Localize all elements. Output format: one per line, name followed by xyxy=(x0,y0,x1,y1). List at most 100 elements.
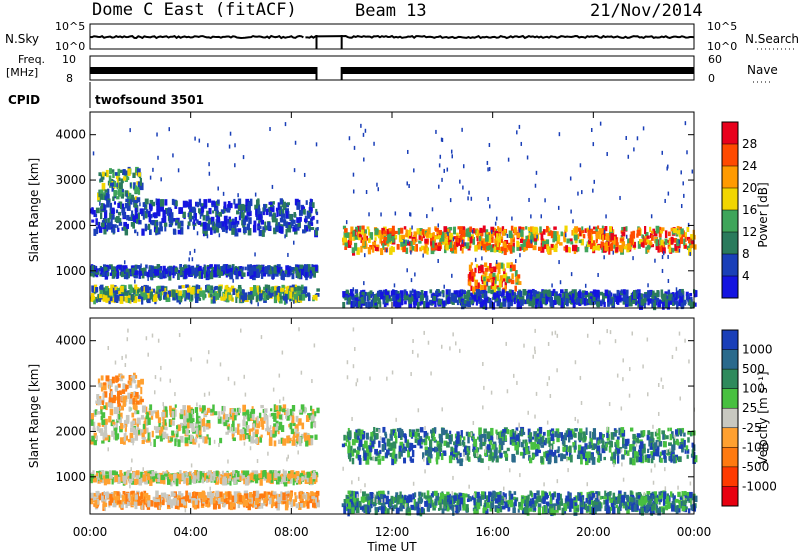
heatmap-cell xyxy=(124,265,128,269)
heatmap-cell xyxy=(404,300,407,305)
heatmap-cell xyxy=(183,478,186,484)
heatmap-cell xyxy=(418,232,422,240)
heatmap-cell xyxy=(274,296,277,304)
heatmap-cell xyxy=(254,204,259,210)
heatmap-cell xyxy=(426,247,429,255)
heatmap-cell xyxy=(289,270,292,276)
heatmap-cell xyxy=(152,212,155,218)
heatmap-cell xyxy=(181,499,185,504)
heatmap-cell xyxy=(461,247,464,254)
heatmap-cell xyxy=(105,474,110,479)
heatmap-cell xyxy=(646,294,650,302)
heatmap-cell xyxy=(532,245,537,251)
heatmap-cell xyxy=(119,412,123,419)
heatmap-cell xyxy=(456,299,459,306)
heatmap-cell xyxy=(625,291,629,297)
heatmap-cell xyxy=(532,226,536,234)
heatmap-cell xyxy=(253,288,257,297)
heatmap-cell xyxy=(226,265,230,270)
heatmap-cell xyxy=(515,294,519,303)
heatmap-cell xyxy=(212,270,217,278)
heatmap-cell xyxy=(160,492,165,498)
heatmap-cell xyxy=(260,219,265,225)
heatmap-cell xyxy=(477,233,480,238)
heatmap-cell xyxy=(154,270,158,276)
heatmap-cell xyxy=(117,403,122,411)
heatmap-cell xyxy=(206,223,211,231)
heatmap-cell xyxy=(130,214,133,220)
heatmap-cell xyxy=(250,436,255,444)
heatmap-cell xyxy=(262,209,265,216)
heatmap-cell xyxy=(350,231,354,237)
heatmap-cell xyxy=(239,475,242,482)
heatmap-cell xyxy=(130,377,134,382)
heatmap-cell xyxy=(132,287,136,294)
heatmap-cell xyxy=(383,290,386,295)
heatmap-cell xyxy=(662,251,665,256)
heatmap-cell xyxy=(257,264,262,269)
heatmap-cell xyxy=(667,294,670,301)
heatmap-cell xyxy=(110,266,114,271)
heatmap-cell xyxy=(206,285,211,291)
heatmap-cell xyxy=(595,290,600,298)
heatmap-cell xyxy=(111,470,116,476)
heatmap-cell xyxy=(150,410,154,416)
heatmap-cell xyxy=(122,396,125,403)
heatmap-cell xyxy=(548,230,552,236)
heatmap-cell xyxy=(536,293,540,302)
heatmap-cell xyxy=(194,267,198,276)
heatmap-cell xyxy=(278,296,283,304)
heatmap-cell xyxy=(512,246,515,253)
heatmap-cell xyxy=(256,268,260,273)
heatmap-cell xyxy=(468,190,470,195)
heatmap-cell xyxy=(211,200,215,206)
heatmap-cell xyxy=(604,289,609,297)
heatmap-cell xyxy=(260,470,264,475)
heatmap-cell xyxy=(292,297,297,304)
heatmap-cell xyxy=(279,272,282,276)
heatmap-cell xyxy=(136,197,141,203)
heatmap-cell xyxy=(374,247,379,251)
heatmap-cell xyxy=(272,201,275,205)
heatmap-cell xyxy=(299,264,304,269)
heatmap-cell xyxy=(398,234,403,243)
heatmap-cell xyxy=(228,144,231,149)
heatmap-cell xyxy=(489,204,491,209)
heatmap-cell xyxy=(155,473,159,479)
heatmap-cell xyxy=(293,286,297,292)
heatmap-cell xyxy=(511,216,513,221)
heatmap-cell xyxy=(612,237,616,245)
heatmap-cell xyxy=(292,478,295,486)
heatmap-cell xyxy=(461,229,466,237)
heatmap-cell xyxy=(122,213,126,218)
heatmap-cell xyxy=(159,433,163,442)
heatmap-cell xyxy=(443,284,445,289)
heatmap-cell xyxy=(589,301,592,306)
heatmap-cell xyxy=(191,257,194,262)
heatmap-cell xyxy=(213,286,216,291)
heatmap-cell xyxy=(101,412,106,419)
heatmap-cell xyxy=(573,234,578,241)
heatmap-cell xyxy=(500,293,505,298)
heatmap-cell xyxy=(140,289,143,296)
heatmap-cell xyxy=(114,496,118,504)
heatmap-cell xyxy=(123,471,126,476)
heatmap-cell xyxy=(425,295,429,301)
heatmap-cell xyxy=(580,238,584,246)
heatmap-cell xyxy=(102,295,107,302)
heatmap-cell xyxy=(199,222,204,227)
nsky-tick-bottom: 10^0 xyxy=(55,40,85,53)
heatmap-cell xyxy=(547,247,552,255)
heatmap-cell xyxy=(305,226,309,232)
heatmap-cell xyxy=(157,155,159,160)
heatmap-cell xyxy=(498,262,501,269)
heatmap-cell xyxy=(147,495,151,503)
heatmap-cell xyxy=(144,417,148,422)
heatmap-cell xyxy=(303,218,308,223)
heatmap-cell xyxy=(254,192,257,197)
heatmap-cell xyxy=(530,214,532,219)
heatmap-cell xyxy=(289,492,293,498)
heatmap-cell xyxy=(376,182,378,187)
heatmap-cell xyxy=(459,234,464,242)
heatmap-cell xyxy=(288,496,292,504)
